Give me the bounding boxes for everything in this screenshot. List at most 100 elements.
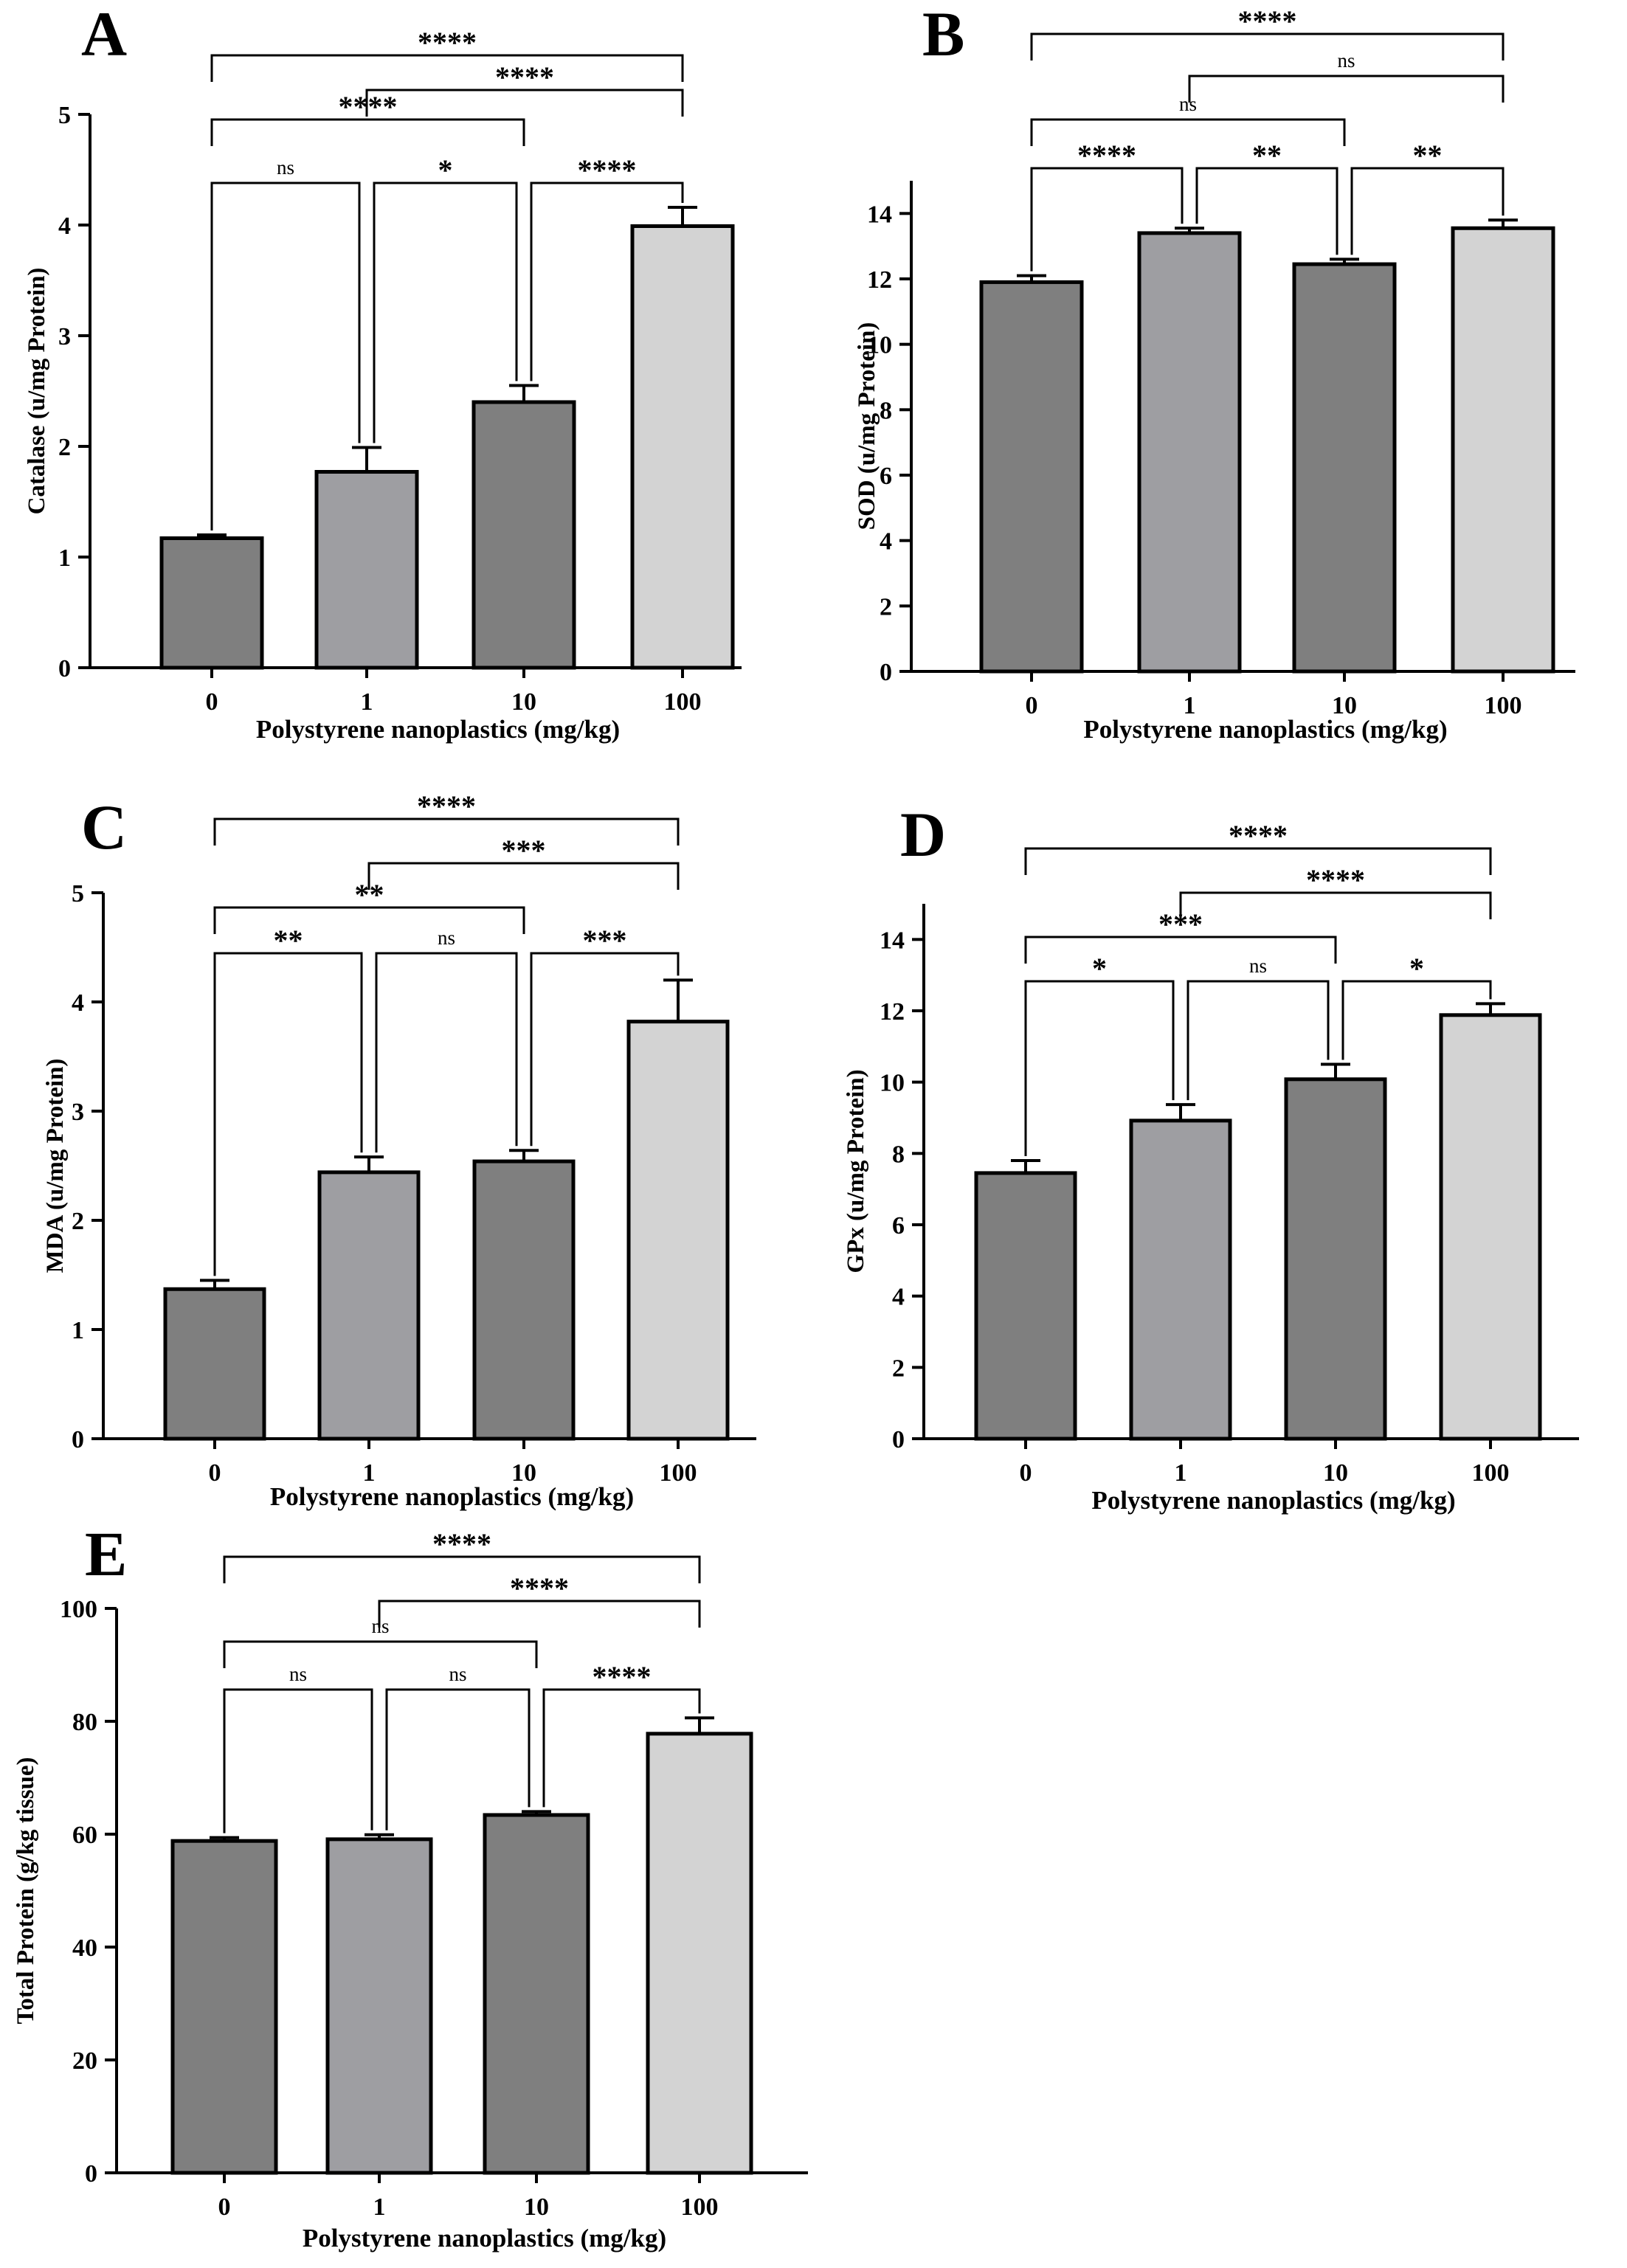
significance-bracket [1030, 167, 1184, 272]
y-tick-label: 2 [892, 1355, 905, 1382]
panel-a: A 0 1 2 3 4 5 0 1 10 100 Polystyrene nanoplastics (… [24, 0, 742, 744]
bar-100 [646, 1732, 753, 2175]
bar-0 [974, 1171, 1077, 1441]
significance-bracket [367, 862, 680, 890]
x-axis-label: Polystyrene nanoplastics (mg/kg) [270, 1482, 634, 1511]
y-tick-label: 4 [880, 528, 892, 556]
x-axis-label: Polystyrene nanoplastics (mg/kg) [303, 2224, 666, 2253]
y-tick-label: 0 [58, 655, 71, 682]
y-tick-label: 40 [72, 1935, 97, 1962]
y-tick-label: 8 [892, 1141, 905, 1168]
significance-label: **** [432, 1527, 491, 1560]
significance-bracket [378, 1600, 701, 1628]
panel-e: E 0 20 40 60 80 100 0 1 10 100 Polystyrene nanoplas… [13, 1518, 808, 2253]
significance-label: ns [1179, 93, 1197, 115]
y-axis-label: GPx (u/mg Protein) [843, 1069, 869, 1273]
significance-bracket [1179, 891, 1492, 919]
significance-label: *** [583, 924, 627, 957]
significance-bracket [530, 181, 684, 381]
x-axis-label: Polystyrene nanoplastics (mg/kg) [1091, 1486, 1455, 1515]
bar-0 [163, 1287, 266, 1441]
x-tick-label: 100 [660, 1459, 697, 1487]
significance-label: **** [510, 1572, 569, 1605]
significance-bracket [1186, 980, 1330, 1101]
significance-bracket [385, 1688, 531, 1830]
bar-100 [1451, 226, 1555, 674]
significance-label: **** [1077, 139, 1136, 172]
y-tick-label: 10 [880, 1070, 905, 1097]
significance-bracket [210, 54, 684, 82]
significance-label: **** [1229, 819, 1288, 852]
bar-10 [1292, 262, 1397, 674]
significance-bracket [223, 1688, 373, 1833]
significance-bracket [373, 181, 518, 443]
significance-label: *** [502, 834, 546, 867]
x-tick-label: 1 [1175, 1459, 1187, 1487]
x-tick-label: 1 [373, 2193, 386, 2221]
significance-bracket [213, 817, 680, 846]
bar-100 [630, 224, 735, 670]
y-tick-label: 3 [58, 323, 71, 350]
x-tick-label: 1 [363, 1459, 376, 1487]
x-tick-label: 10 [511, 688, 536, 716]
significance-label: ns [1249, 955, 1267, 977]
panel-letter: C [81, 792, 127, 862]
significance-bracket [1024, 936, 1337, 964]
y-tick-label: 4 [72, 989, 84, 1017]
panel-letter: B [922, 0, 964, 69]
significance-label: * [1409, 952, 1424, 985]
significance-label: **** [495, 60, 554, 94]
y-axis-label: SOD (u/mg Protein) [854, 322, 880, 530]
panel-letter: A [81, 0, 127, 69]
y-tick-label: 5 [58, 102, 71, 129]
bar-10 [471, 400, 576, 670]
y-tick-label: 2 [72, 1208, 84, 1235]
significance-label: **** [578, 153, 637, 187]
y-tick-label: 4 [892, 1284, 905, 1311]
bar-10 [483, 1813, 590, 2175]
significance-label: **** [418, 26, 477, 59]
significance-bracket [223, 1640, 538, 1668]
y-tick-label: 2 [58, 434, 71, 461]
y-axis-label: Catalase (u/mg Protein) [24, 268, 50, 515]
bar-10 [1284, 1077, 1387, 1441]
y-tick-label: 6 [892, 1212, 905, 1240]
significance-label: ** [274, 924, 303, 957]
x-tick-label: 100 [664, 688, 702, 716]
significance-bracket [213, 952, 363, 1276]
significance-bracket [1024, 980, 1175, 1156]
x-tick-label: 100 [1472, 1459, 1510, 1487]
bar-1 [1137, 231, 1242, 674]
significance-label: ** [1413, 139, 1443, 172]
significance-bracket [213, 906, 525, 934]
x-tick-label: 10 [1323, 1459, 1348, 1487]
significance-label: ns [1337, 49, 1355, 72]
significance-bracket [210, 181, 361, 530]
y-tick-label: 0 [880, 659, 892, 686]
y-tick-label: 60 [72, 1822, 97, 1849]
y-tick-label: 0 [72, 1426, 84, 1453]
significance-label: ns [449, 1663, 466, 1685]
bar-0 [159, 536, 264, 670]
significance-bracket [1030, 32, 1505, 60]
significance-label: ** [1252, 139, 1282, 172]
y-tick-label: 3 [72, 1099, 84, 1126]
panel-letter: D [900, 799, 946, 870]
bar-1 [314, 470, 419, 670]
y-tick-label: 12 [880, 998, 905, 1026]
x-tick-label: 1 [1184, 692, 1196, 719]
significance-bracket [1350, 167, 1505, 255]
y-tick-label: 10 [867, 332, 892, 359]
x-tick-label: 10 [524, 2193, 549, 2221]
significance-bracket [1024, 847, 1492, 875]
bar-1 [317, 1170, 421, 1441]
significance-bracket [542, 1688, 701, 1808]
x-tick-label: 0 [206, 688, 218, 716]
x-tick-label: 0 [1020, 1459, 1032, 1487]
significance-bracket [1195, 167, 1338, 255]
bar-0 [170, 1839, 278, 2175]
bar-100 [626, 1020, 730, 1441]
significance-label: **** [593, 1660, 652, 1693]
y-axis-label: Total Protein (g/kg tissue) [13, 1757, 39, 2024]
